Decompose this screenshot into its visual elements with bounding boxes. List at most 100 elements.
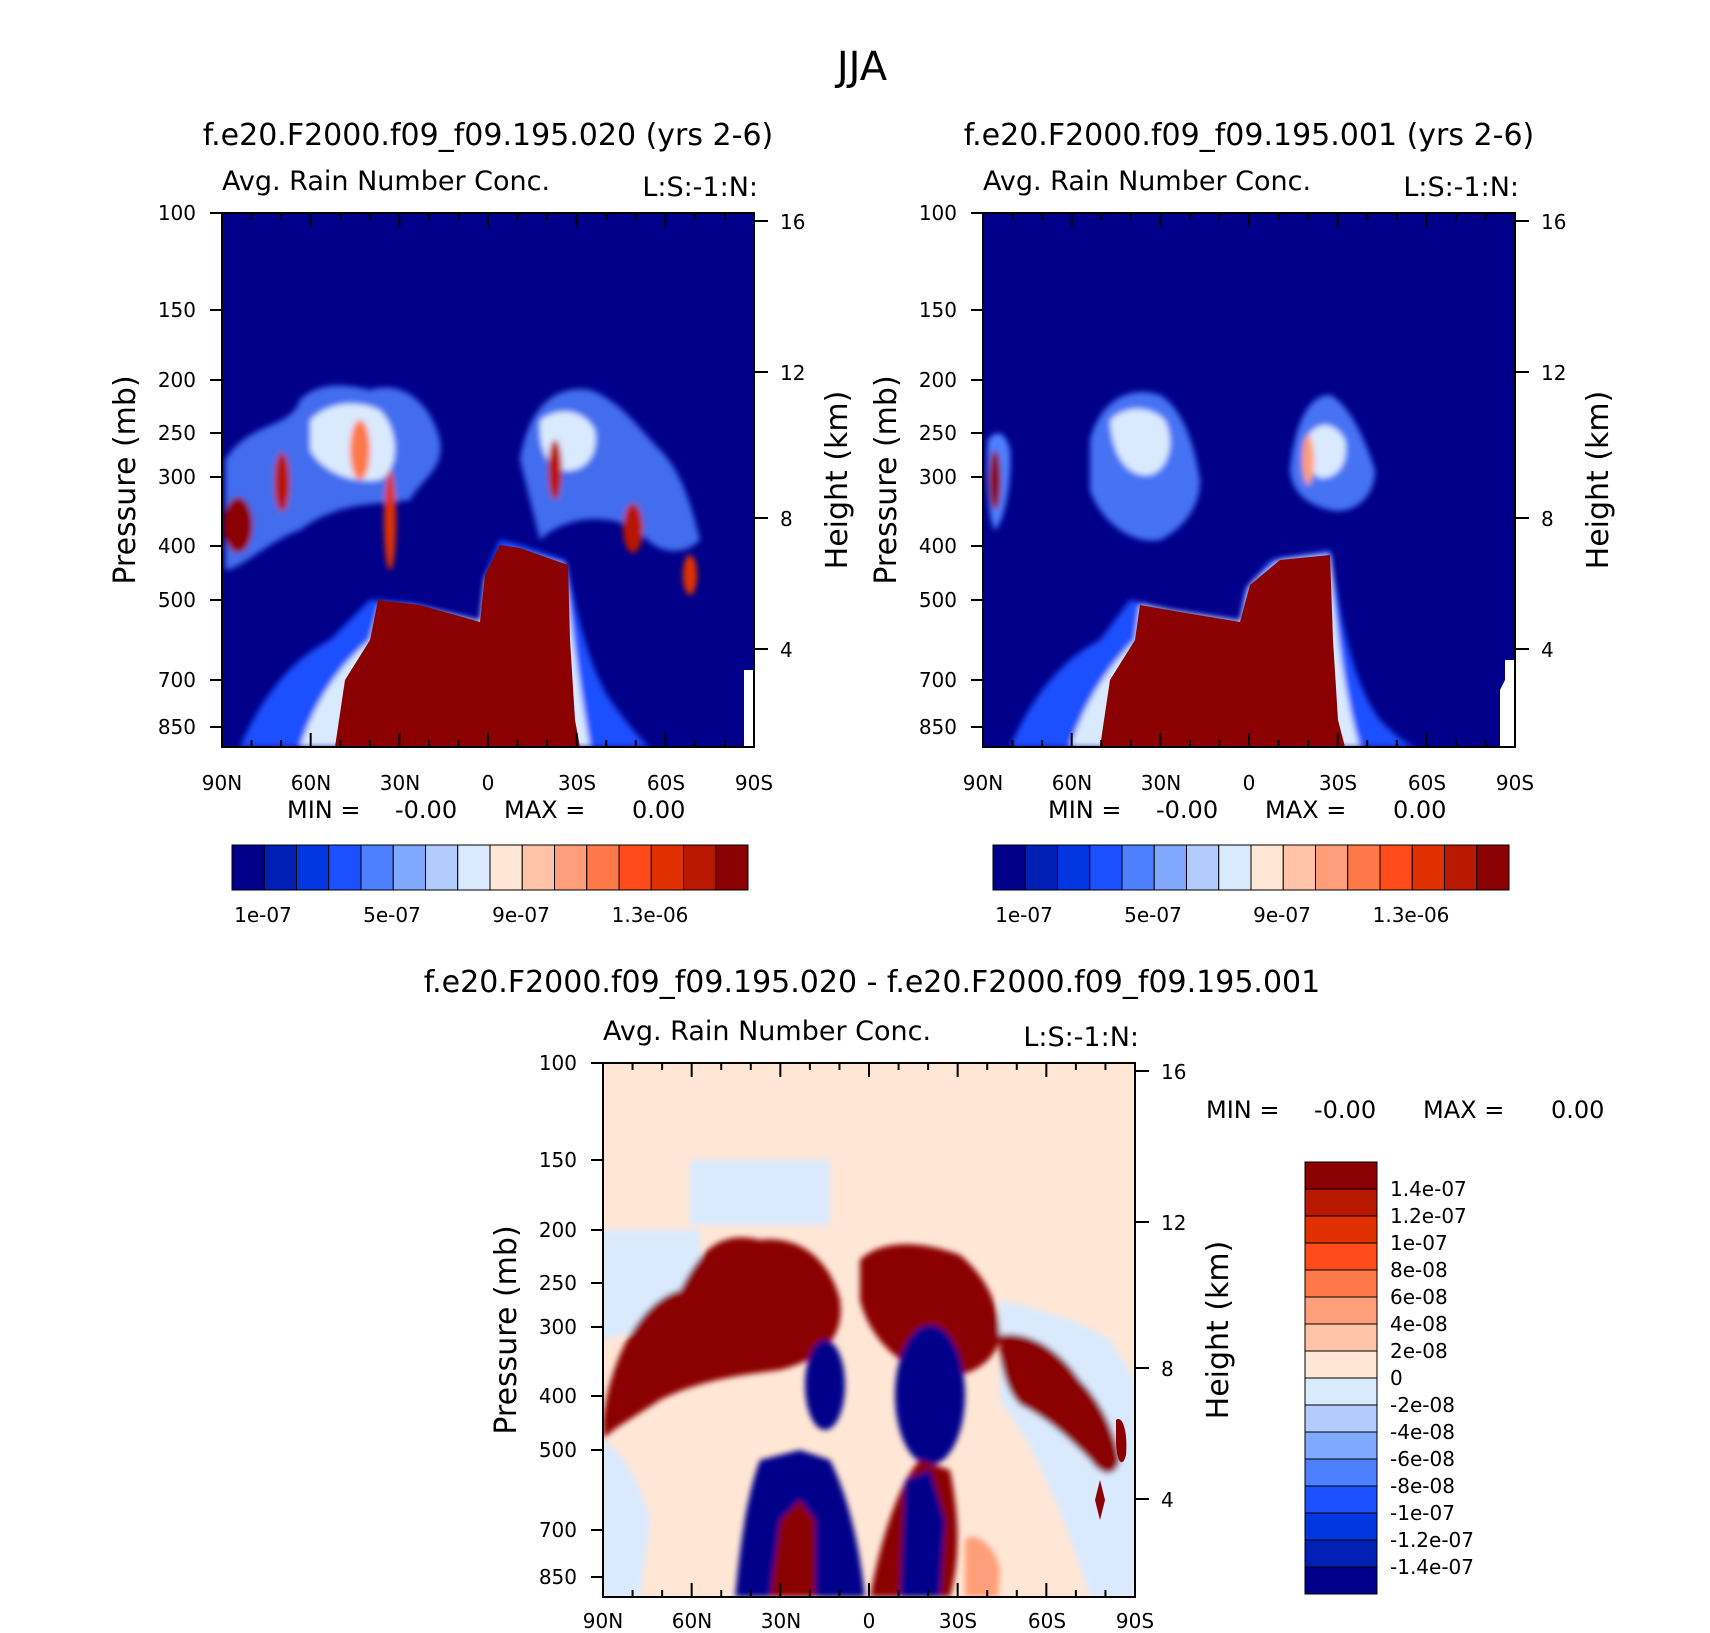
y-tick-label: 100 <box>158 201 196 225</box>
colorbar-label: 1e-07 <box>1390 1231 1448 1255</box>
colorbar-swatch <box>1304 1485 1378 1514</box>
colorbar-swatch <box>1444 844 1478 891</box>
max-label: MAX = <box>1423 1096 1504 1124</box>
y-tick-label: 700 <box>539 1518 577 1542</box>
y-tick-label: 150 <box>919 298 957 322</box>
colorbar-swatch <box>1304 1377 1378 1406</box>
colorbar-label: 4e-08 <box>1390 1312 1448 1336</box>
y-tick-label: 150 <box>158 298 196 322</box>
colorbar-label: -8e-08 <box>1390 1474 1455 1498</box>
colorbar-swatch <box>1089 844 1123 891</box>
panel-title: f.e20.F2000.f09_f09.195.020 (yrs 2-6) <box>203 118 773 153</box>
colorbar-swatch <box>1347 844 1381 891</box>
y2-tick-label: 12 <box>1161 1211 1186 1235</box>
colorbar-label: 1e-07 <box>234 903 292 927</box>
y2-tick-label: 16 <box>780 210 805 234</box>
y-tick-label: 400 <box>919 534 957 558</box>
x-tick-label: 30S <box>558 771 596 795</box>
colorbar-swatch <box>683 844 717 891</box>
y-tick-label: 250 <box>158 421 196 445</box>
colorbar-label: 6e-08 <box>1390 1285 1448 1309</box>
colorbar-label: -1.4e-07 <box>1390 1555 1474 1579</box>
level-label: L:S:-1:N: <box>1023 1022 1139 1053</box>
y2-ticks: 16 12 8 4 <box>1161 1060 1186 1512</box>
y2-ticks: 16 12 8 4 <box>780 210 805 662</box>
colorbar-label: -6e-08 <box>1390 1447 1455 1471</box>
y2-axis-label: Height (km) <box>1201 1241 1236 1420</box>
y-axis-label: Pressure (mb) <box>489 1225 524 1434</box>
min-max: MIN = -0.00 MAX = 0.00 <box>1206 1096 1604 1124</box>
axes: 90N 60N 30N 0 30S 60S 90S 100 150 200 25… <box>489 1051 1236 1633</box>
colorbar-label: 0 <box>1390 1366 1403 1390</box>
colorbar-swatch <box>1282 844 1316 891</box>
y-tick-label: 300 <box>539 1315 577 1339</box>
colorbar-label: 1.2e-07 <box>1390 1204 1467 1228</box>
y-tick-label: 850 <box>919 715 957 739</box>
y-axis-label: Pressure (mb) <box>869 375 904 584</box>
colorbar-label: 9e-07 <box>492 903 550 927</box>
colorbar-swatches <box>992 844 1510 891</box>
y2-ticks: 16 12 8 4 <box>1541 210 1566 662</box>
min-label: MIN = <box>1048 796 1121 824</box>
colorbar-swatch <box>1153 844 1187 891</box>
colorbar-swatch <box>1315 844 1349 891</box>
colorbar-swatch <box>650 844 684 891</box>
colorbar-swatch <box>1121 844 1155 891</box>
x-ticks: 90N 60N 30N 0 30S 60S 90S <box>963 771 1534 795</box>
y2-axis-label: Height (km) <box>1581 391 1616 570</box>
y2-tick-label: 8 <box>1161 1357 1174 1381</box>
colorbar: 1e-07 5e-07 9e-07 1.3e-06 <box>231 844 749 927</box>
level-label: L:S:-1:N: <box>642 172 758 203</box>
colorbar-swatch <box>1057 844 1091 891</box>
x-tick-label: 30N <box>761 1609 801 1633</box>
y-tick-label: 200 <box>158 368 196 392</box>
max-value: 0.00 <box>1551 1096 1604 1124</box>
colorbar-label: 9e-07 <box>1253 903 1311 927</box>
y-ticks: 100 150 200 250 300 400 500 700 850 <box>919 201 957 739</box>
colorbar-label: -1.2e-07 <box>1390 1528 1474 1552</box>
x-tick-label: 60N <box>1052 771 1092 795</box>
y-tick-label: 500 <box>919 588 957 612</box>
colorbar-label: 5e-07 <box>1124 903 1182 927</box>
y-tick-label: 500 <box>539 1438 577 1462</box>
colorbar-swatch <box>425 844 459 891</box>
contour-field <box>603 1063 1135 1597</box>
colorbar-label: 1.3e-06 <box>1373 903 1450 927</box>
colorbar-swatch <box>554 844 588 891</box>
max-label: MAX = <box>504 796 585 824</box>
max-value: 0.00 <box>632 796 685 824</box>
min-value: -0.00 <box>1156 796 1218 824</box>
colorbar-swatch <box>392 844 426 891</box>
colorbar-label: -2e-08 <box>1390 1393 1455 1417</box>
x-ticks: 90N 60N 30N 0 30S 60S 90S <box>202 771 773 795</box>
x-tick-label: 30N <box>380 771 420 795</box>
y2-tick-label: 16 <box>1541 210 1566 234</box>
y2-tick-label: 4 <box>1541 638 1554 662</box>
y-tick-label: 500 <box>158 588 196 612</box>
min-max: MIN = -0.00 MAX = 0.00 <box>287 796 685 824</box>
y-axis-label: Pressure (mb) <box>108 375 143 584</box>
min-max: MIN = -0.00 MAX = 0.00 <box>1048 796 1446 824</box>
panel-subtitle: Avg. Rain Number Conc. <box>983 166 1311 197</box>
colorbar-labels: 1.4e-07 1.2e-07 1e-07 8e-08 6e-08 4e-08 2e-08 0… <box>1390 1177 1474 1579</box>
colorbar-swatch <box>263 844 297 891</box>
x-tick-label: 90S <box>1116 1609 1154 1633</box>
colorbar-swatch <box>1304 1404 1378 1433</box>
colorbar-swatch <box>296 844 330 891</box>
y-tick-label: 400 <box>539 1384 577 1408</box>
colorbar-swatch <box>1218 844 1252 891</box>
y-tick-label: 700 <box>158 668 196 692</box>
y-ticks: 100 150 200 250 300 400 500 700 850 <box>158 201 196 739</box>
x-tick-label: 60S <box>1028 1609 1066 1633</box>
x-tick-label: 60S <box>1408 771 1446 795</box>
colorbar-swatch <box>1304 1323 1378 1352</box>
axes: 90N 60N 30N 0 30S 60S 90S 100 150 200 25… <box>869 201 1616 795</box>
colorbar-swatch <box>328 844 362 891</box>
colorbar-label: -4e-08 <box>1390 1420 1455 1444</box>
y2-axis-label: Height (km) <box>820 391 855 570</box>
colorbar-label: 8e-08 <box>1390 1258 1448 1282</box>
colorbar-swatch <box>715 844 749 891</box>
x-tick-label: 90S <box>1496 771 1534 795</box>
x-tick-label: 60S <box>647 771 685 795</box>
